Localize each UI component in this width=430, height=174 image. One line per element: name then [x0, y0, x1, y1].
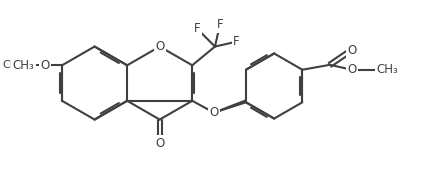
Text: O: O	[209, 106, 218, 119]
Text: CH₃: CH₃	[375, 63, 397, 76]
Text: O: O	[346, 44, 356, 57]
Text: F: F	[233, 35, 240, 48]
Text: O: O	[40, 59, 50, 72]
Text: O: O	[40, 59, 50, 72]
Text: O: O	[155, 137, 164, 150]
Text: CH₃: CH₃	[12, 59, 34, 72]
Text: O: O	[346, 63, 356, 76]
Text: F: F	[216, 18, 223, 31]
Text: CH₃: CH₃	[3, 60, 24, 70]
Text: O: O	[155, 40, 164, 53]
Text: F: F	[194, 22, 200, 35]
